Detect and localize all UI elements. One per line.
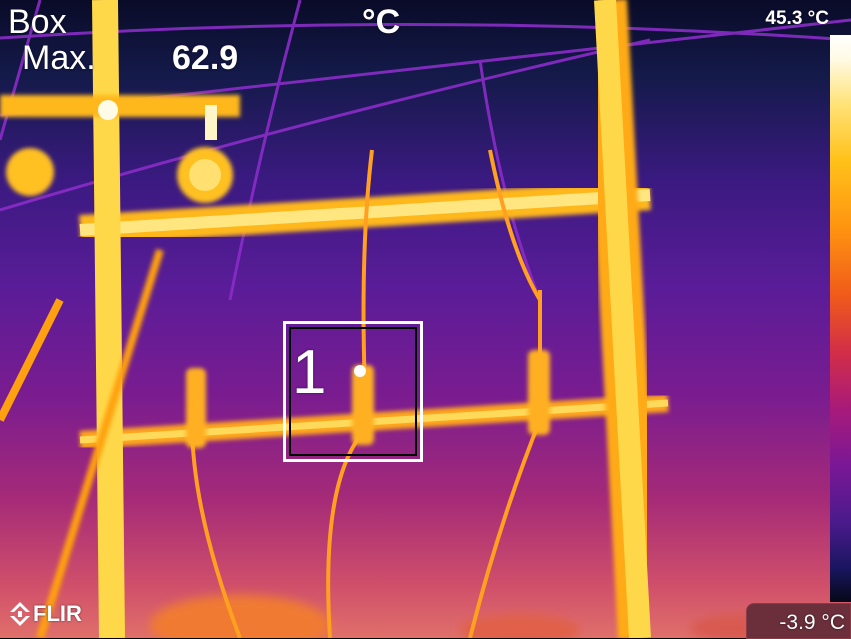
insulators (186, 350, 550, 448)
measurement-box-inner-border (289, 327, 417, 456)
measurement-box[interactable] (283, 321, 423, 462)
measurement-box-number: 1 (292, 338, 327, 407)
statistic-value: 62.9 (172, 39, 239, 77)
flir-chevron-icon (10, 602, 30, 626)
temperature-unit: °C (362, 3, 401, 41)
right-pole (583, 0, 662, 638)
flir-logo-text: FLIR (33, 601, 82, 626)
scale-min-temperature: -3.9 °C (779, 611, 845, 634)
measurement-mode-label: Box (8, 3, 67, 41)
statistic-label: Max. (22, 39, 96, 77)
upper-hardware (0, 95, 240, 203)
diagonal-braces (0, 248, 164, 638)
flir-logo: FLIR (10, 600, 82, 628)
temperature-scale-bar (830, 35, 851, 602)
scale-max-temperature: 45.3 °C (765, 8, 829, 29)
